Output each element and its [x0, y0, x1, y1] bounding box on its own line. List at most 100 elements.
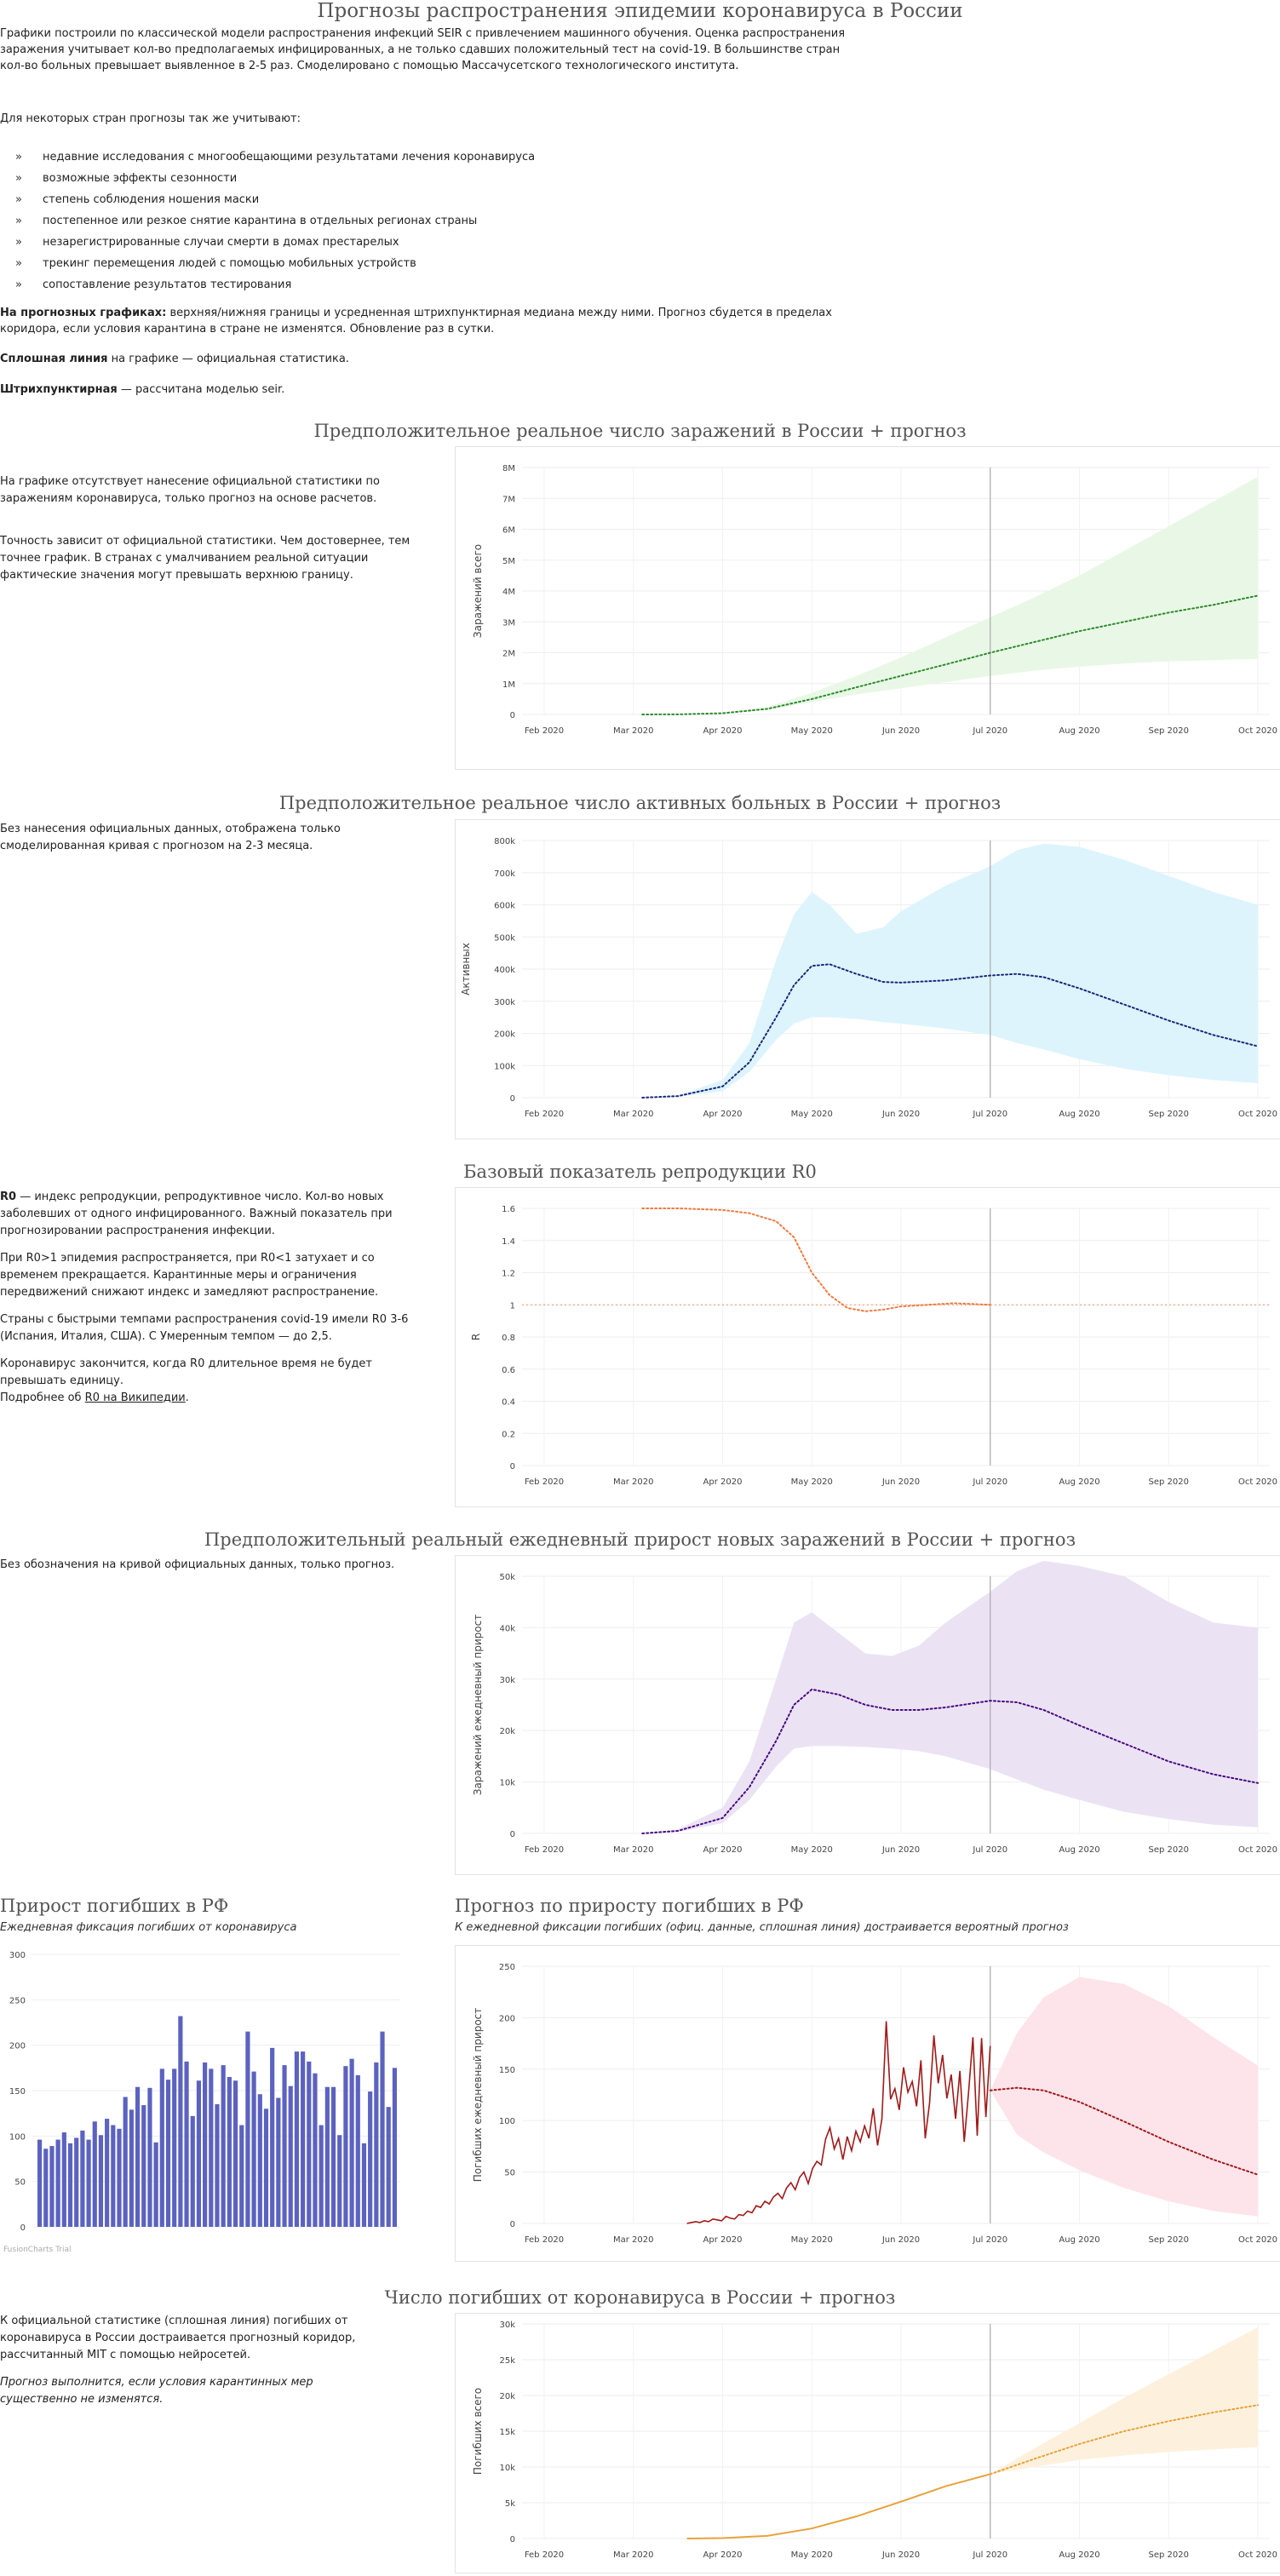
- y-tick-label: 2M: [502, 650, 515, 659]
- x-tick-label: Mar 2020: [613, 1110, 654, 1119]
- bar: [117, 2128, 122, 2227]
- x-tick-label: Apr 2020: [703, 1110, 743, 1119]
- list-item: недавние исследования с многообещающими …: [15, 146, 535, 168]
- y-tick-label: 10k: [499, 1779, 515, 1788]
- deaths-forecast-title: Прогноз по приросту погибших в РФ: [455, 1896, 804, 1916]
- deaths-bar-title: Прирост погибших в РФ: [0, 1896, 229, 1916]
- y-tick-label: 0: [510, 711, 515, 720]
- y-tick-label: 30k: [499, 1676, 515, 1685]
- x-tick-label: Feb 2020: [525, 1845, 564, 1855]
- bar: [105, 2119, 110, 2227]
- deaths-forecast-chart: 0 50 100 150 200 250 Feb 2020 Mar 2020 Apr 2020 M…: [455, 1945, 1280, 2262]
- median-series-line: [989, 2086, 1259, 2176]
- dashed-line-note: Штрихпунктирная — рассчитана моделью sei…: [0, 383, 285, 396]
- page-title: Прогнозы распространения эпидемии корона…: [317, 0, 963, 22]
- bar: [221, 2065, 226, 2227]
- bar: [165, 2080, 171, 2227]
- x-tick-label: Aug 2020: [1059, 1110, 1099, 1119]
- bar: [349, 2058, 354, 2227]
- bar: [330, 2086, 336, 2227]
- x-tick-label: Jul 2020: [972, 1477, 1007, 1487]
- bar: [355, 2074, 360, 2227]
- list-item: сопоставление результатов тестирования: [15, 274, 535, 295]
- y-tick-label: 250: [499, 1963, 515, 1972]
- infections-description: На графике отсутствует нанесение официал…: [0, 475, 410, 582]
- deaths-total-title: Число погибших от коронавируса в России …: [384, 2287, 896, 2308]
- y-tick-label: 100: [499, 2117, 515, 2126]
- list-item: незарегистрированные случаи смерти в дом…: [15, 232, 535, 253]
- median-series-line: [989, 2404, 1259, 2476]
- y-tick-label: 10k: [499, 2464, 515, 2473]
- x-tick-label: Mar 2020: [613, 2550, 654, 2560]
- y-axis-label: R: [470, 1334, 482, 1340]
- x-tick-label: Aug 2020: [1059, 1845, 1099, 1855]
- bar: [263, 2108, 269, 2227]
- median-series-line: [641, 594, 1259, 715]
- y-tick-label: 250: [9, 1996, 26, 2005]
- x-tick-label: Jun 2020: [881, 2235, 920, 2245]
- x-tick-label: Sep 2020: [1149, 2235, 1189, 2245]
- bar: [61, 2132, 66, 2227]
- x-tick-label: Apr 2020: [703, 2235, 743, 2245]
- y-axis-label: Активных: [460, 943, 472, 995]
- solid-line-note: Сплошная линия на графике — официальная …: [0, 353, 349, 365]
- bar: [190, 2115, 195, 2227]
- daily-title: Предположительный реальный ежедневный пр…: [204, 1529, 1076, 1550]
- chart-credit: FusionCharts Trial: [3, 2246, 72, 2254]
- official-series-line: [686, 2021, 991, 2224]
- y-axis-label: Погибших всего: [472, 2388, 484, 2475]
- confidence-band: [990, 1976, 1258, 2217]
- bar: [313, 2073, 318, 2227]
- bar: [380, 2031, 385, 2227]
- y-tick-label: 5k: [505, 2499, 515, 2509]
- y-tick-label: 150: [9, 2087, 26, 2097]
- y-tick-label: 1.2: [502, 1270, 515, 1279]
- y-tick-label: 0: [510, 2535, 515, 2544]
- list-item: постепенное или резкое снятие карантина …: [15, 210, 535, 232]
- y-tick-label: 300: [9, 1951, 26, 1960]
- x-tick-label: Apr 2020: [703, 1845, 743, 1855]
- x-tick-label: May 2020: [791, 2235, 833, 2245]
- x-tick-label: Jun 2020: [881, 2550, 920, 2560]
- bar: [203, 2062, 208, 2227]
- bar: [55, 2139, 60, 2227]
- bar: [67, 2143, 73, 2227]
- bar: [159, 2068, 164, 2227]
- bar: [257, 2094, 262, 2227]
- daily-chart: 0 10k 20k 30k 40k 50k Feb 2020 Mar 2020 Apr 2020…: [455, 1555, 1280, 1875]
- x-tick-label: Aug 2020: [1059, 726, 1099, 736]
- y-tick-label: 0: [20, 2223, 26, 2233]
- y-tick-label: 500k: [494, 933, 515, 943]
- bar: [245, 2031, 250, 2227]
- r0-wikipedia-link[interactable]: R0 на Википедии: [84, 1391, 186, 1404]
- y-axis-label: Погибших ежедневный прирост: [472, 2008, 484, 2182]
- y-tick-label: 25k: [499, 2356, 515, 2366]
- x-tick-label: Sep 2020: [1149, 1845, 1189, 1855]
- x-tick-label: Sep 2020: [1149, 1110, 1189, 1119]
- bar: [92, 2121, 97, 2227]
- active-chart: 0 100k 200k 300k 400k 500k 600k 700k 800k Feb 202…: [455, 819, 1280, 1139]
- bar: [301, 2051, 306, 2227]
- bar: [374, 2062, 379, 2227]
- bar: [43, 2149, 49, 2227]
- bar: [111, 2125, 116, 2227]
- y-tick-label: 0: [510, 1830, 515, 1839]
- x-tick-label: May 2020: [791, 726, 833, 736]
- bar: [98, 2135, 104, 2227]
- bar: [74, 2137, 79, 2227]
- confidence-band: [642, 476, 1258, 714]
- y-tick-label: 200: [499, 2014, 515, 2023]
- x-tick-label: Mar 2020: [613, 726, 654, 736]
- bar: [135, 2086, 141, 2227]
- y-tick-label: 300k: [494, 998, 515, 1007]
- y-tick-label: 4M: [502, 588, 515, 597]
- x-tick-label: May 2020: [791, 1845, 833, 1855]
- bar: [209, 2068, 214, 2227]
- x-tick-label: Jun 2020: [881, 1477, 920, 1487]
- x-tick-label: Aug 2020: [1059, 2235, 1099, 2245]
- bar: [251, 2071, 256, 2227]
- x-tick-label: Sep 2020: [1149, 726, 1189, 736]
- y-tick-label: 0.4: [502, 1398, 515, 1408]
- x-tick-label: Feb 2020: [525, 1477, 564, 1487]
- y-tick-label: 0: [510, 1462, 515, 1472]
